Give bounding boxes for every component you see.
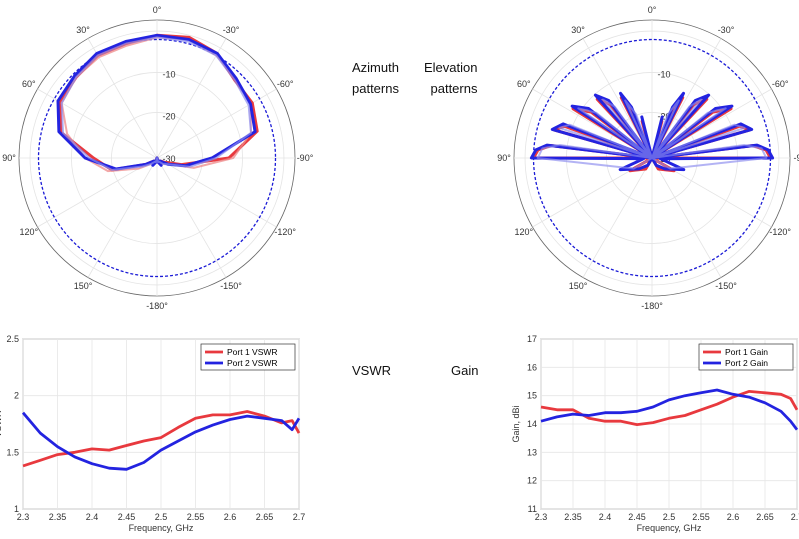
azimuth-r-tick: -30 bbox=[162, 154, 175, 164]
vswr-x-tick: 2.4 bbox=[86, 512, 99, 522]
gain-line-plot: 2.3 2.35 2.4 2.45 2.5 2.55 2.6 2.65 2.7 11 12 13 14 1… bbox=[511, 334, 799, 533]
azimuth-series-2-trace bbox=[56, 33, 257, 171]
azimuth-grid-spoke bbox=[156, 157, 227, 278]
azimuth-caption-line-1: Azimuth bbox=[352, 60, 399, 75]
gain-x-tick: 2.7 bbox=[791, 512, 799, 522]
gain-x-axis-label: Frequency, GHz bbox=[637, 523, 702, 533]
azimuth-angle-tick: 150° bbox=[74, 281, 93, 291]
azimuth-angle-tick: -180° bbox=[146, 301, 168, 311]
vswr-x-tick: 2.7 bbox=[293, 512, 306, 522]
vswr-legend-label: Port 1 VSWR bbox=[227, 347, 278, 357]
azimuth-angle-tick: -150° bbox=[220, 281, 242, 291]
azimuth-angle-tick: 60° bbox=[22, 79, 36, 89]
vswr-x-tick: 2.45 bbox=[118, 512, 136, 522]
gain-series-0-line bbox=[540, 389, 799, 427]
gain-legend-label: Port 2 Gain bbox=[725, 358, 768, 368]
gain-y-tick: 11 bbox=[528, 504, 537, 514]
elevation-angle-tick: -60° bbox=[772, 79, 789, 89]
gain-y-tick: 17 bbox=[527, 334, 537, 344]
vswr-x-tick: 2.65 bbox=[256, 512, 274, 522]
gain-x-tick: 2.4 bbox=[599, 512, 612, 522]
gain-y-axis-label: Gain, dBi bbox=[511, 405, 521, 442]
vswr-x-tick: 2.35 bbox=[49, 512, 67, 522]
elevation-caption-line-1: Elevation bbox=[424, 60, 478, 75]
azimuth-r-tick: -10 bbox=[162, 69, 175, 79]
vswr-y-axis-label: VSWR bbox=[0, 410, 3, 438]
elevation-angle-tick: 150° bbox=[569, 281, 588, 291]
vswr-y-tick: 1 bbox=[14, 504, 19, 514]
vswr-x-tick: 2.5 bbox=[155, 512, 168, 522]
azimuth-polar-plot: -10 -20 -30 0° -30° -60° -90° -120° -150° -180° 15… bbox=[2, 5, 314, 311]
gain-y-tick: 15 bbox=[527, 391, 537, 401]
gain-x-tick: 2.45 bbox=[628, 512, 646, 522]
vswr-y-tick: 1.5 bbox=[6, 447, 19, 457]
gain-y-tick: 16 bbox=[527, 362, 537, 372]
azimuth-grid-spoke bbox=[87, 157, 158, 278]
azimuth-grid-spoke bbox=[156, 88, 277, 159]
elevation-angle-tick: 30° bbox=[571, 25, 585, 35]
azimuth-angle-tick: 120° bbox=[20, 227, 39, 237]
azimuth-angle-tick: 30° bbox=[76, 25, 90, 35]
vswr-x-tick: 2.3 bbox=[17, 512, 30, 522]
azimuth-angle-tick: -30° bbox=[223, 25, 240, 35]
azimuth-angle-tick: 0° bbox=[153, 5, 162, 15]
gain-x-tick: 2.5 bbox=[663, 512, 676, 522]
vswr-line-plot: 2.3 2.35 2.4 2.45 2.5 2.55 2.6 2.65 2.711.522.5F… bbox=[0, 334, 305, 533]
azimuth-series-3-trace bbox=[60, 36, 252, 171]
elevation-polar-plot: -10-20-300°-30°-60°-90-120°-150°-180°150… bbox=[497, 5, 799, 311]
elevation-caption-line-2: patterns bbox=[430, 81, 478, 96]
gain-series-1-line bbox=[540, 388, 799, 431]
gain-x-tick: 2.65 bbox=[756, 512, 774, 522]
vswr-y-tick: 2.5 bbox=[6, 334, 19, 344]
elevation-series-2-trace bbox=[536, 98, 768, 170]
elevation-caption: Elevation patterns bbox=[424, 57, 477, 99]
gain-y-tick: 14 bbox=[527, 419, 537, 429]
azimuth-angle-tick: -90° bbox=[297, 153, 314, 163]
azimuth-caption: Azimuth patterns bbox=[352, 57, 399, 99]
gain-legend-label: Port 1 Gain bbox=[725, 347, 768, 357]
gain-y-tick: 13 bbox=[527, 447, 537, 457]
elevation-angle-tick: -30° bbox=[718, 25, 735, 35]
elevation-angle-tick: 90° bbox=[497, 153, 511, 163]
elevation-r-tick: -20 bbox=[657, 112, 670, 122]
gain-x-tick: 2.55 bbox=[692, 512, 710, 522]
azimuth-grid-spoke bbox=[37, 88, 158, 159]
gain-x-tick: 2.3 bbox=[535, 512, 548, 522]
elevation-angle-tick: 120° bbox=[515, 227, 534, 237]
gain-legend-box bbox=[698, 343, 794, 371]
gain-x-tick: 2.6 bbox=[727, 512, 740, 522]
gain-caption: Gain bbox=[451, 363, 479, 378]
azimuth-reference-circle bbox=[37, 38, 277, 278]
vswr-x-tick: 2.55 bbox=[187, 512, 205, 522]
elevation-r-tick: -10 bbox=[657, 69, 670, 79]
vswr-caption: VSWR bbox=[352, 363, 391, 378]
elevation-grid-spoke bbox=[651, 157, 722, 278]
azimuth-angle-tick: -120° bbox=[274, 227, 296, 237]
azimuth-grid-spoke bbox=[156, 38, 227, 159]
azimuth-caption-line-2: patterns bbox=[352, 81, 399, 96]
azimuth-grid-spoke bbox=[87, 38, 158, 159]
azimuth-angle-tick: 90° bbox=[2, 153, 16, 163]
azimuth-angle-tick: -60° bbox=[277, 79, 294, 89]
azimuth-grid-spoke bbox=[156, 157, 277, 228]
vswr-series-1-line bbox=[21, 411, 301, 471]
gain-y-tick: 12 bbox=[527, 476, 537, 486]
elevation-grid-spoke bbox=[582, 157, 653, 278]
vswr-series-0-line bbox=[22, 410, 301, 468]
elevation-angle-tick: 0° bbox=[648, 5, 657, 15]
elevation-angle-tick: -90 bbox=[793, 153, 799, 163]
elevation-angle-tick: -180° bbox=[641, 301, 663, 311]
elevation-angle-tick: 60° bbox=[517, 79, 531, 89]
elevation-angle-tick: -150° bbox=[715, 281, 737, 291]
vswr-legend-box bbox=[200, 343, 296, 371]
gain-x-tick: 2.35 bbox=[564, 512, 582, 522]
azimuth-r-tick: -20 bbox=[162, 112, 175, 122]
vswr-x-axis-label: Frequency, GHz bbox=[129, 523, 194, 533]
elevation-angle-tick: -120° bbox=[769, 227, 791, 237]
vswr-y-tick: 2 bbox=[14, 391, 19, 401]
vswr-x-tick: 2.6 bbox=[224, 512, 237, 522]
vswr-legend-label: Port 2 VSWR bbox=[227, 358, 278, 368]
